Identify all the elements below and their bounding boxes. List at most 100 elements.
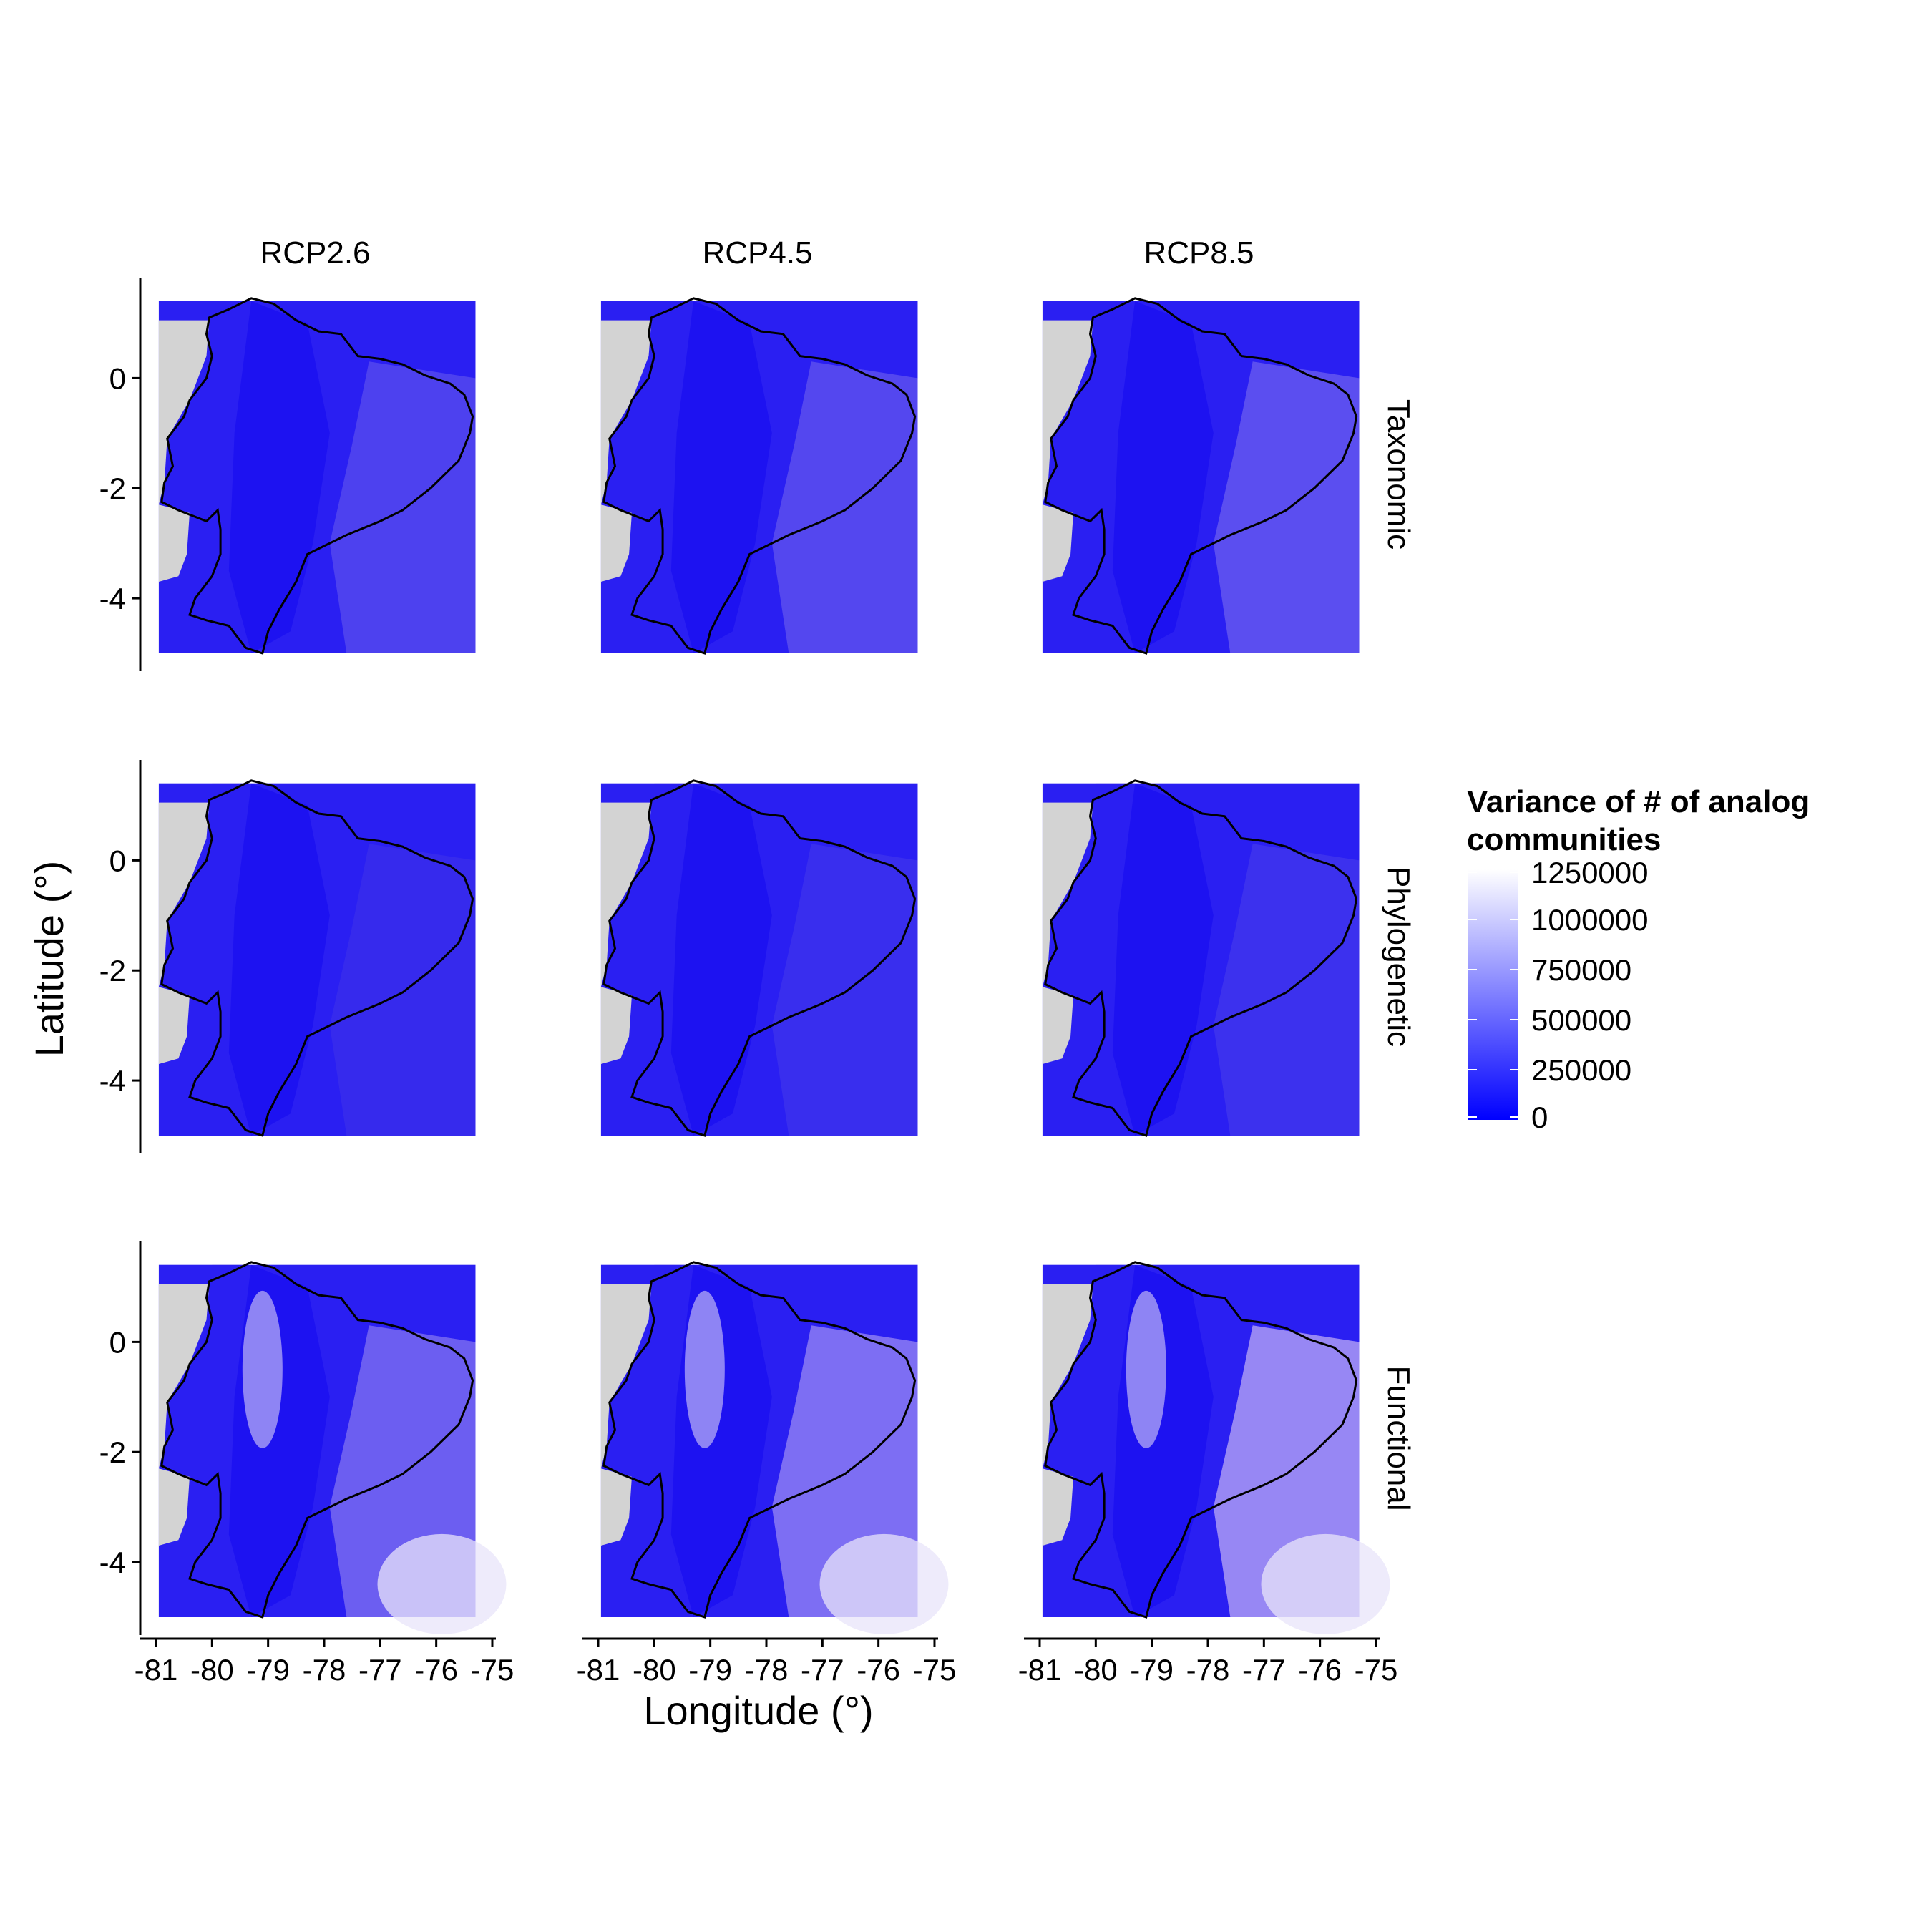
y-tick-label: -2	[99, 954, 126, 987]
column-strips: RCP2.6 RCP4.5 RCP8.5	[260, 235, 1254, 270]
y-axis-label: Latitude (°)	[26, 861, 72, 1058]
row-strips: Taxonomic Phylogenetic Functional	[1381, 399, 1416, 1511]
x-tick-label: -81	[577, 1653, 620, 1687]
y-tick-label: -4	[99, 1064, 126, 1098]
na-region	[1042, 802, 1093, 987]
na-region	[1042, 987, 1073, 1064]
country-outline	[160, 779, 474, 1137]
country-outline	[602, 779, 917, 1137]
panel-functional-rcp2.6	[158, 1261, 507, 1634]
raster-andes	[670, 783, 772, 1136]
x-tick-label: -77	[358, 1653, 402, 1687]
na-region	[600, 1284, 652, 1469]
legend-colorbar	[1468, 869, 1518, 1120]
country-outline	[1044, 779, 1358, 1137]
y-tick-label: -2	[99, 1435, 126, 1469]
na-region	[1042, 1468, 1073, 1546]
x-tick-label: -77	[801, 1653, 844, 1687]
panel-functional-rcp4.5	[600, 1261, 949, 1634]
na-region	[158, 320, 210, 505]
raster-andes	[670, 301, 772, 653]
na-region	[600, 320, 652, 505]
x-tick-label: -75	[471, 1653, 514, 1687]
x-tick-label: -79	[246, 1653, 290, 1687]
raster-high-variance	[1261, 1533, 1390, 1634]
legend: Variance of # of analog communities 1250…	[1467, 784, 1810, 1134]
y-tick-label: 0	[109, 361, 126, 395]
na-region	[158, 504, 190, 582]
raster-high-variance	[1126, 1290, 1166, 1448]
legend-ticks: 1250000 1000000 750000 500000 250000 0	[1468, 856, 1649, 1134]
legend-tick-label: 250000	[1531, 1053, 1631, 1087]
x-tick-label: -80	[633, 1653, 676, 1687]
raster-andes	[1112, 783, 1214, 1136]
legend-title-line-2: communities	[1467, 822, 1661, 857]
country-outline	[160, 297, 474, 655]
country-outline	[602, 297, 917, 655]
panel-functional-rcp8.5	[1042, 1261, 1390, 1634]
na-region	[1042, 1284, 1093, 1469]
legend-tick-label: 1250000	[1531, 856, 1649, 889]
raster-andes	[228, 783, 330, 1136]
legend-tick-label: 750000	[1531, 953, 1631, 987]
legend-tick-label: 1000000	[1531, 903, 1649, 937]
raster-high-variance	[684, 1290, 725, 1448]
na-region	[600, 802, 652, 987]
x-tick-label: -81	[135, 1653, 178, 1687]
na-region	[600, 504, 632, 582]
legend-tick-label: 0	[1531, 1101, 1548, 1134]
raster-amazon	[771, 844, 918, 1136]
panel-phylogenetic-rcp8.5	[1042, 779, 1360, 1137]
x-tick-label: -77	[1242, 1653, 1286, 1687]
na-region	[158, 987, 190, 1064]
x-tick-label: -76	[857, 1653, 900, 1687]
x-tick-label: -81	[1018, 1653, 1062, 1687]
strip-label-functional: Functional	[1381, 1365, 1416, 1511]
x-tick-label: -79	[688, 1653, 732, 1687]
country-outline	[1044, 297, 1358, 655]
legend-tick-label: 500000	[1531, 1003, 1631, 1037]
panel-taxonomic-rcp4.5	[600, 297, 918, 655]
legend-title-line-1: Variance of # of analog	[1467, 784, 1810, 819]
na-region	[158, 1284, 210, 1469]
panel-phylogenetic-rcp2.6	[158, 779, 476, 1137]
country-outline	[160, 1261, 474, 1619]
raster-amazon	[1213, 844, 1360, 1136]
strip-label-rcp2.6: RCP2.6	[260, 235, 370, 270]
raster-amazon	[1213, 361, 1360, 653]
x-tick-label: -76	[414, 1653, 458, 1687]
raster-amazon	[771, 361, 918, 653]
raster-amazon	[329, 844, 476, 1136]
country-outline	[1044, 1261, 1358, 1619]
x-tick-label: -79	[1130, 1653, 1174, 1687]
na-region	[600, 1468, 632, 1546]
raster-andes	[228, 301, 330, 653]
y-tick-label: 0	[109, 1325, 126, 1359]
na-region	[600, 987, 632, 1064]
strip-label-rcp8.5: RCP8.5	[1143, 235, 1254, 270]
x-tick-label: -78	[303, 1653, 346, 1687]
raster-high-variance	[819, 1533, 949, 1634]
x-tick-label: -78	[745, 1653, 789, 1687]
x-tick-label: -75	[913, 1653, 957, 1687]
x-tick-label: -80	[1074, 1653, 1118, 1687]
strip-label-phylogenetic: Phylogenetic	[1381, 867, 1416, 1047]
na-region	[158, 1468, 190, 1546]
strip-label-rcp4.5: RCP4.5	[702, 235, 812, 270]
axes: 0-2-40-2-40-2-4-81 -80 -79 -78 -77 -76 -75 -81-…	[99, 278, 1397, 1687]
strip-label-taxonomic: Taxonomic	[1381, 399, 1416, 550]
x-axis-label: Longitude (°)	[643, 1688, 873, 1733]
map-panels	[158, 297, 1390, 1634]
y-tick-label: 0	[109, 844, 126, 877]
raster-high-variance	[377, 1533, 507, 1634]
x-tick-label: -76	[1298, 1653, 1342, 1687]
raster-andes	[1112, 301, 1214, 653]
panel-taxonomic-rcp2.6	[158, 297, 476, 655]
x-tick-label: -80	[190, 1653, 234, 1687]
panel-taxonomic-rcp8.5	[1042, 297, 1360, 655]
raster-amazon	[329, 361, 476, 653]
country-outline	[602, 1261, 917, 1619]
na-region	[1042, 504, 1073, 582]
na-region	[1042, 320, 1093, 505]
